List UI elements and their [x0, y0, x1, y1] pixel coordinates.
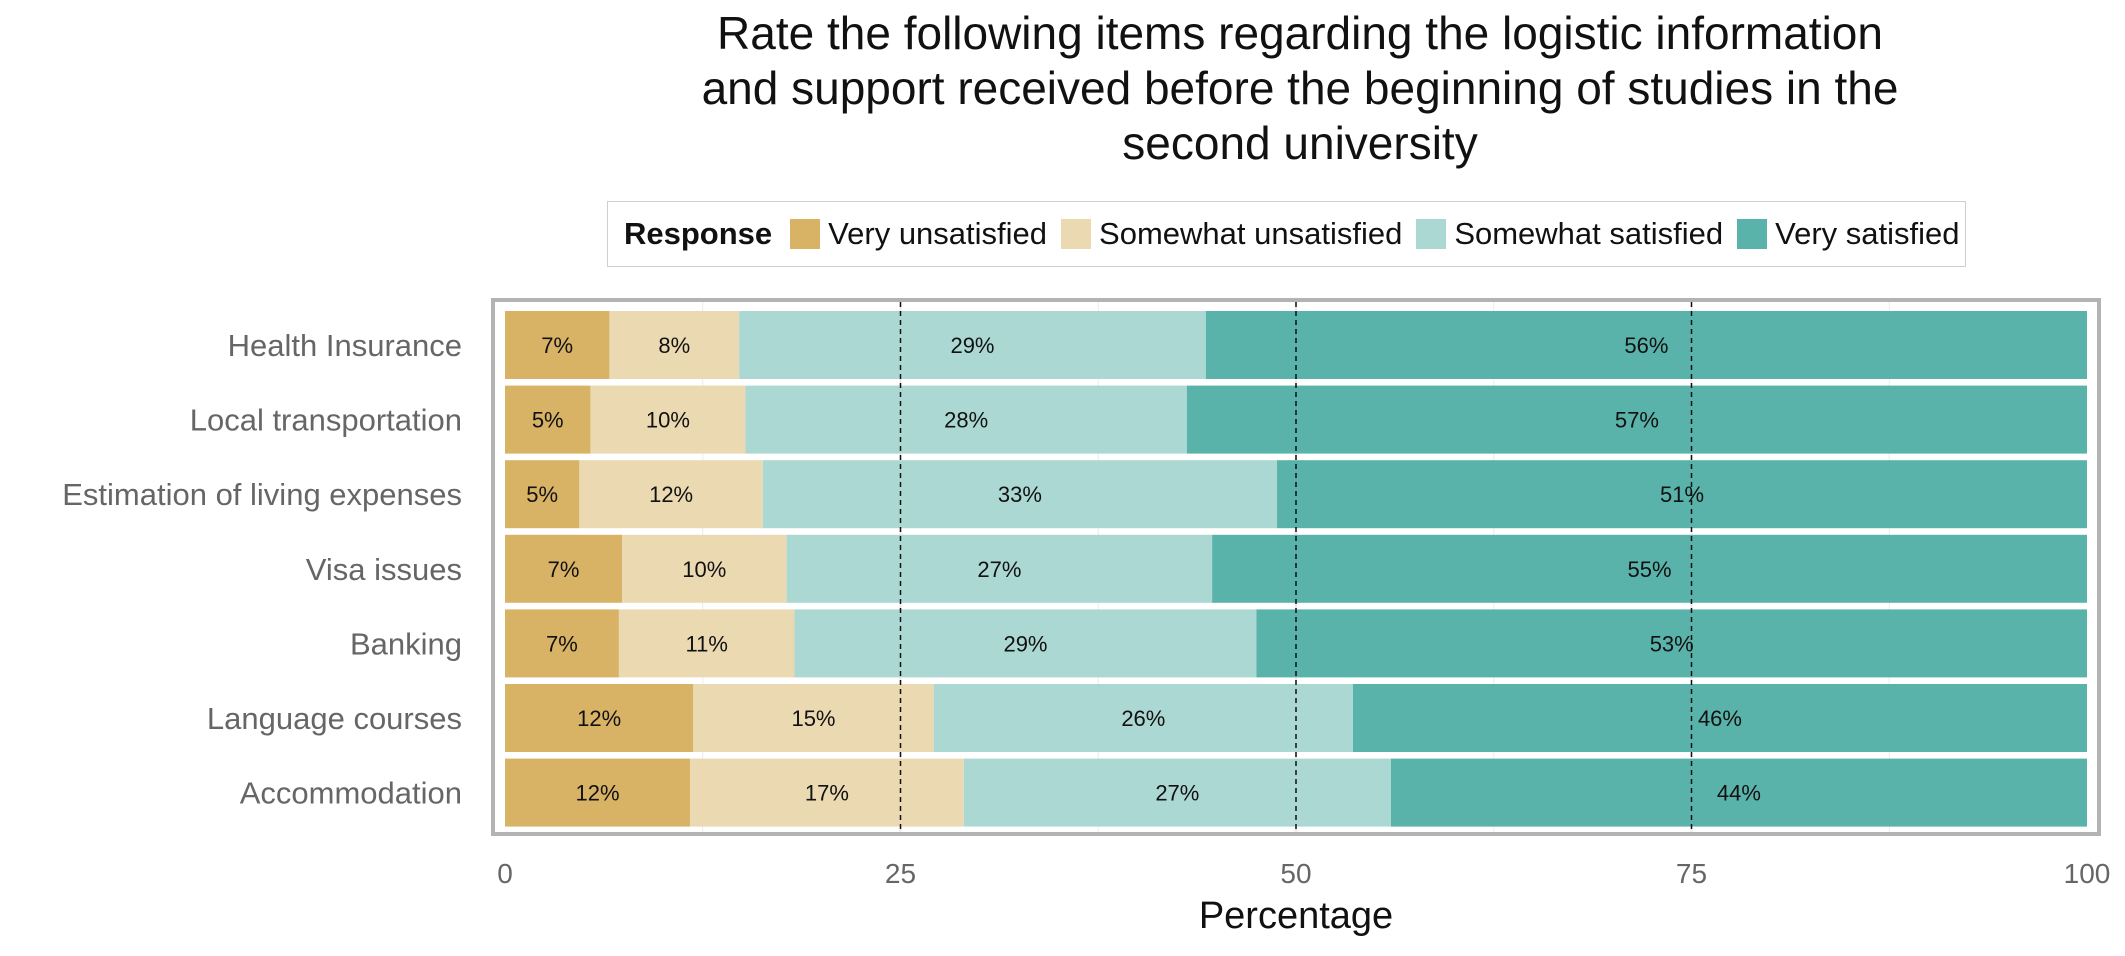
legend-label-somewhat-satisfied: Somewhat satisfied — [1454, 216, 1724, 251]
bar-somewhat-satisfied — [933, 684, 1353, 752]
legend-label-very-satisfied: Very satisfied — [1775, 216, 1960, 251]
bar-value-label: 7% — [548, 557, 580, 582]
bar-somewhat-unsatisfied — [618, 609, 795, 678]
bar-very-satisfied — [1352, 684, 2087, 752]
reference-lines — [899, 302, 1693, 832]
bar-very-satisfied — [1212, 534, 2087, 603]
bar-somewhat-unsatisfied — [693, 684, 934, 752]
bar-value-label: 17% — [805, 781, 849, 806]
bar-value-label: 29% — [1003, 631, 1047, 656]
bar-very-unsatisfied — [505, 609, 619, 678]
bar-value-label: 28% — [944, 408, 988, 433]
bar-very-unsatisfied — [505, 460, 580, 529]
category-label: Local transportation — [190, 403, 462, 438]
bar-value-label: 10% — [682, 557, 726, 582]
x-axis-title: Percentage — [1199, 895, 1393, 937]
bar-value-label: 10% — [646, 408, 690, 433]
bar-somewhat-unsatisfied — [622, 534, 787, 603]
x-tick-label: 50 — [1280, 858, 1311, 889]
bar-value-label: 12% — [577, 706, 621, 731]
bar-very-unsatisfied — [505, 534, 623, 603]
x-tick-label: 25 — [885, 858, 916, 889]
x-tick-label: 100 — [2064, 858, 2111, 889]
bar-value-label: 26% — [1121, 706, 1165, 731]
legend-swatch-very-unsatisfied — [790, 219, 821, 249]
bar-value-label: 8% — [658, 333, 690, 358]
bar-value-label: 33% — [998, 482, 1042, 507]
bar-value-label: 12% — [576, 781, 620, 806]
legend-item-somewhat-unsatisfied: Somewhat unsatisfied — [1061, 216, 1402, 252]
chart-title: Rate the following items regarding the l… — [620, 6, 1980, 171]
bar-somewhat-satisfied — [786, 534, 1213, 603]
bar-somewhat-satisfied — [963, 758, 1391, 827]
bar-somewhat-satisfied — [745, 385, 1187, 454]
bar-very-unsatisfied — [505, 311, 610, 379]
bar-value-label: 46% — [1698, 706, 1742, 731]
category-label: Health Insurance — [228, 328, 462, 363]
bar-very-unsatisfied — [505, 684, 694, 752]
bar-somewhat-unsatisfied — [609, 311, 740, 379]
bar-value-label: 53% — [1650, 631, 1694, 656]
category-label: Banking — [350, 626, 462, 661]
category-label: Estimation of living expenses — [62, 477, 462, 512]
chart-title-line-2: and support received before the beginnin… — [701, 62, 1899, 114]
bar-very-satisfied — [1205, 311, 2087, 379]
legend-label-very-unsatisfied: Very unsatisfied — [828, 216, 1048, 251]
bar-value-label: 5% — [526, 482, 558, 507]
bar-somewhat-unsatisfied — [590, 385, 746, 454]
legend-swatch-somewhat-satisfied — [1416, 219, 1447, 249]
bar-value-label: 7% — [541, 333, 573, 358]
category-label: Accommodation — [240, 776, 462, 811]
legend-label-somewhat-unsatisfied: Somewhat unsatisfied — [1099, 216, 1403, 251]
bar-very-satisfied — [1256, 609, 2087, 678]
bar-somewhat-satisfied — [794, 609, 1257, 678]
legend-title: Response — [624, 216, 773, 251]
chart-title-line-3: second university — [1122, 117, 1478, 169]
bar-value-label: 11% — [686, 631, 728, 656]
x-tick-label: 75 — [1676, 858, 1707, 889]
bar-value-label: 5% — [532, 408, 564, 433]
bar-very-unsatisfied — [505, 385, 591, 454]
bar-value-label: 27% — [977, 557, 1021, 582]
x-axis-ticks: 0 25 50 75 100 — [497, 858, 2110, 889]
bar-value-label: 7% — [546, 631, 578, 656]
bar-value-label: 12% — [649, 482, 693, 507]
bar-value-label: 44% — [1717, 781, 1761, 806]
chart-title-line-1: Rate the following items regarding the l… — [717, 7, 1883, 59]
bar-value-label: 57% — [1615, 408, 1659, 433]
bar-value-label: 56% — [1624, 333, 1668, 358]
category-label: Visa issues — [306, 552, 462, 587]
bar-value-label: 27% — [1155, 781, 1199, 806]
legend-swatch-very-satisfied — [1737, 219, 1768, 249]
bar-value-label: 29% — [950, 333, 994, 358]
bar-very-satisfied — [1390, 758, 2087, 827]
legend: Response Very unsatisfied Somewhat unsat… — [607, 201, 1966, 267]
bar-value-label: 15% — [791, 706, 835, 731]
bar-value-label: 51% — [1660, 482, 1704, 507]
bar-somewhat-unsatisfied — [579, 460, 763, 529]
bar-somewhat-satisfied — [739, 311, 1206, 379]
legend-item-somewhat-satisfied: Somewhat satisfied — [1416, 216, 1723, 252]
bar-very-satisfied — [1186, 385, 2087, 454]
legend-item-very-satisfied: Very satisfied — [1737, 216, 1960, 252]
legend-swatch-somewhat-unsatisfied — [1061, 219, 1092, 249]
bars: 7% 8% 29% 56% 5% 10% 28% 57% 5% 12% 33% 51% 7% 10% 27%… — [505, 311, 2087, 827]
bar-very-unsatisfied — [505, 758, 691, 827]
bar-somewhat-unsatisfied — [690, 758, 964, 827]
x-tick-label: 0 — [497, 858, 513, 889]
bar-very-satisfied — [1277, 460, 2087, 529]
legend-item-very-unsatisfied: Very unsatisfied — [790, 216, 1047, 252]
bar-somewhat-satisfied — [762, 460, 1278, 529]
category-labels: Health Insurance Local transportation Esti… — [62, 328, 462, 811]
bar-value-label: 55% — [1628, 557, 1672, 582]
category-label: Language courses — [207, 701, 462, 736]
